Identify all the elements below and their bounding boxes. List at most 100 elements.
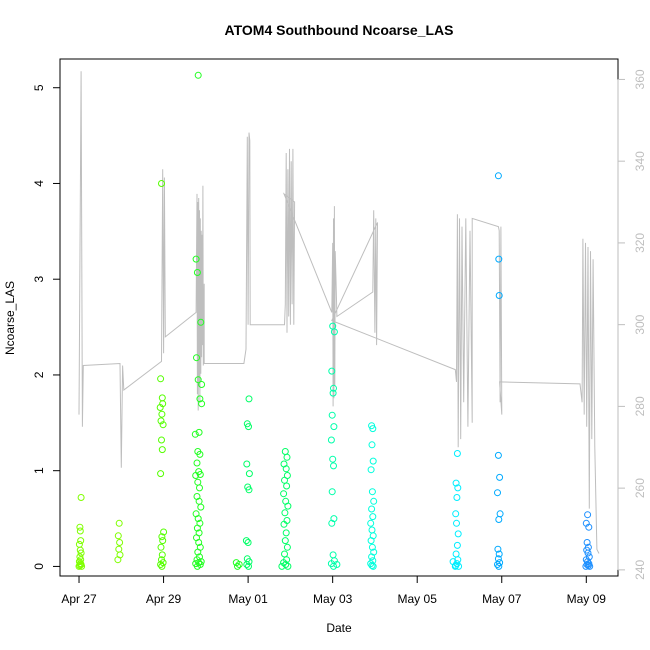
data-point xyxy=(114,532,122,540)
data-point xyxy=(495,255,503,263)
data-point xyxy=(454,484,462,492)
data-point xyxy=(194,548,202,556)
data-point xyxy=(196,450,204,458)
data-point xyxy=(333,561,341,568)
data-point xyxy=(452,510,460,518)
data-point xyxy=(453,494,461,501)
y2-tick-label: 280 xyxy=(633,396,647,416)
data-point xyxy=(245,562,252,570)
data-point xyxy=(158,533,166,541)
data-point xyxy=(494,561,501,568)
data-point xyxy=(157,543,165,551)
data-point xyxy=(158,410,166,418)
data-point xyxy=(158,562,166,570)
data-point xyxy=(496,473,504,481)
data-point xyxy=(159,537,167,545)
data-point xyxy=(494,451,502,459)
data-point xyxy=(196,471,204,478)
data-point xyxy=(454,530,462,538)
data-point xyxy=(198,400,206,408)
data-point xyxy=(245,395,253,403)
data-point xyxy=(158,551,166,559)
data-point xyxy=(193,269,201,276)
data-point xyxy=(234,562,241,570)
data-point xyxy=(197,558,205,566)
data-point xyxy=(451,562,459,570)
data-point xyxy=(584,549,592,557)
data-point xyxy=(369,513,377,521)
data-point xyxy=(78,562,86,570)
y2-tick-label: 240 xyxy=(633,560,647,580)
data-point xyxy=(367,519,375,527)
data-point xyxy=(328,519,336,527)
x-axis: Apr 27 Apr 29 May 01 May 03 May 05 May 07 May … xyxy=(61,575,607,606)
data-point xyxy=(495,562,503,570)
y2-tick-label: 360 xyxy=(633,69,647,89)
y-tick-label: 5 xyxy=(32,84,46,91)
y2-tick-label: 340 xyxy=(633,151,647,171)
data-point xyxy=(77,537,85,545)
data-point xyxy=(281,537,289,545)
data-point xyxy=(582,562,590,570)
data-point xyxy=(586,562,594,570)
data-point xyxy=(368,441,376,449)
data-point xyxy=(76,553,84,561)
data-point xyxy=(494,489,501,497)
data-point xyxy=(280,490,288,498)
data-point xyxy=(160,528,168,536)
data-point xyxy=(194,376,202,384)
data-point xyxy=(330,562,337,570)
data-point xyxy=(453,519,460,527)
data-point xyxy=(280,520,288,528)
data-point xyxy=(369,425,377,433)
data-point xyxy=(453,450,461,457)
data-point xyxy=(232,559,240,567)
x-tick-label: May 05 xyxy=(398,592,438,606)
data-point xyxy=(329,455,337,463)
x-tick-label: Apr 29 xyxy=(146,592,182,606)
data-point xyxy=(194,71,202,79)
y-tick-label: 1 xyxy=(32,467,46,474)
data-point xyxy=(198,381,206,388)
data-point xyxy=(243,561,251,568)
y-tick-label: 4 xyxy=(32,180,46,187)
x-tick-label: May 07 xyxy=(482,592,522,606)
y-tick-label: 0 xyxy=(32,563,46,570)
secondary-line-layer xyxy=(78,71,600,554)
data-point xyxy=(158,446,166,454)
x-tick-label: May 01 xyxy=(228,592,268,606)
y-axis: 0 1 2 3 4 5 xyxy=(32,84,61,570)
data-point xyxy=(452,479,460,487)
data-point xyxy=(369,457,377,465)
data-point xyxy=(280,559,288,567)
data-point xyxy=(282,561,290,568)
data-point xyxy=(368,505,376,513)
data-point xyxy=(77,549,85,557)
data-point xyxy=(245,470,253,478)
data-point xyxy=(244,539,252,546)
data-point xyxy=(330,384,337,392)
data-point xyxy=(368,562,376,569)
data-point xyxy=(496,559,504,567)
data-point xyxy=(193,354,200,362)
data-point xyxy=(585,523,593,531)
x-axis-label: Date xyxy=(326,621,352,635)
data-point xyxy=(368,488,376,496)
data-point xyxy=(157,375,165,383)
y-tick-label: 3 xyxy=(32,276,46,283)
data-point xyxy=(282,529,290,537)
x-tick-label: May 09 xyxy=(567,592,607,606)
data-point xyxy=(284,502,292,510)
data-point xyxy=(157,561,165,568)
data-point xyxy=(327,436,335,444)
data-point xyxy=(367,466,375,474)
data-point xyxy=(494,172,502,180)
data-point xyxy=(116,539,124,546)
data-point xyxy=(75,562,83,570)
y2-tick-label: 320 xyxy=(633,233,647,253)
data-point xyxy=(495,550,503,558)
data-point xyxy=(368,553,376,561)
data-point xyxy=(193,459,201,467)
